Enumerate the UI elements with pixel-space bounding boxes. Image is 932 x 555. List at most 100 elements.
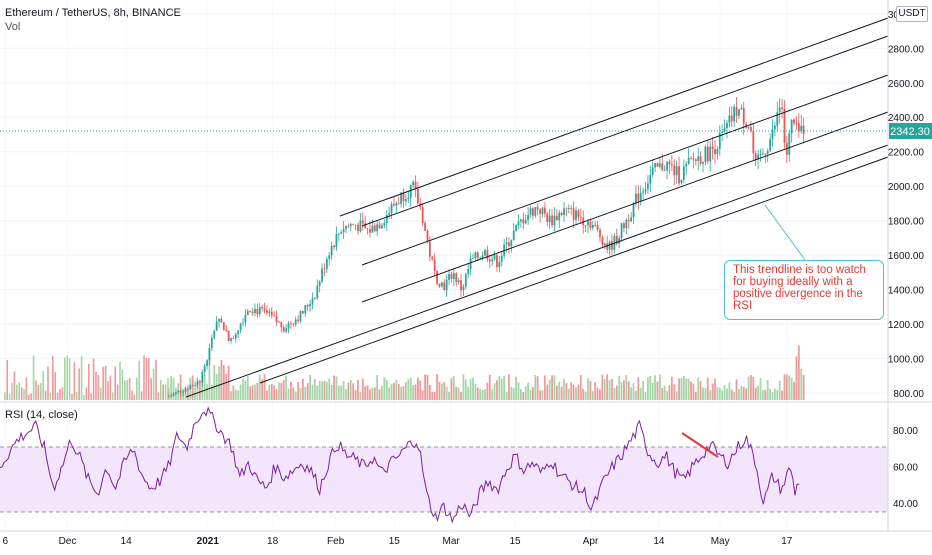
trendline-lower-1[interactable] <box>185 144 889 398</box>
time-scale[interactable]: 6 Dec 14 2021 18 Feb 15 Mar 15 Apr 14 May 17 <box>3 536 793 547</box>
volume-bar <box>532 387 534 400</box>
candle-body <box>620 223 623 239</box>
volume-bar <box>97 375 100 400</box>
volume-bar <box>611 378 613 400</box>
candle-body <box>524 220 527 224</box>
candle-body <box>788 133 791 155</box>
candle-body <box>802 125 805 135</box>
candle-body <box>599 229 601 238</box>
candle-body <box>577 210 580 217</box>
rsi-indicator-label[interactable]: RSI (14, close) <box>5 409 78 421</box>
symbol-title[interactable]: Ethereum / TetherUS, 8h, BINANCE <box>5 7 181 19</box>
volume-bar <box>687 378 690 400</box>
candle-body <box>555 215 558 221</box>
volume-bar <box>131 390 133 400</box>
volume-bar <box>572 384 575 400</box>
candle-body <box>275 316 278 322</box>
volume-bar <box>112 392 114 400</box>
candle-body <box>697 156 700 162</box>
volume-bar <box>278 382 280 400</box>
candle-body <box>769 139 771 151</box>
trendline-upper-1[interactable] <box>339 17 889 217</box>
volume-bar <box>740 385 743 400</box>
rsi-divergence-line[interactable] <box>681 432 719 458</box>
volume-bar <box>745 388 748 400</box>
candle-body <box>213 330 216 338</box>
candle-body <box>776 112 779 126</box>
volume-bar <box>773 388 776 400</box>
candle-body <box>783 109 786 143</box>
volume-label[interactable]: Vol <box>5 21 21 33</box>
candle-body <box>438 283 441 287</box>
candle-body <box>318 281 321 286</box>
volume-bar <box>460 391 462 400</box>
volume-bar <box>694 391 697 400</box>
volume-bar <box>515 376 518 400</box>
trendline-lower-2[interactable] <box>259 156 889 384</box>
price-scale[interactable]: 3000.002800.002600.002400.002200.002000.… <box>888 10 925 400</box>
volume-bar <box>445 386 448 400</box>
candle-body <box>565 208 568 210</box>
volume-bar <box>85 387 88 400</box>
time-tick-label: 15 <box>509 536 521 547</box>
candle-body <box>584 225 587 226</box>
candle-body <box>345 225 347 230</box>
volume-bar <box>448 391 450 400</box>
trendline-middle-2[interactable] <box>361 111 889 303</box>
volume-bar <box>735 379 738 400</box>
candle-body <box>699 156 702 164</box>
candle-body <box>467 268 470 275</box>
candle-body <box>505 242 508 245</box>
candle-body <box>479 257 482 259</box>
volume-bar <box>603 378 606 400</box>
annotation-callout[interactable]: This trendline is too watch for buying i… <box>724 260 884 320</box>
volume-bar <box>488 374 491 400</box>
candle-body <box>433 259 436 272</box>
volume-bar <box>330 385 333 400</box>
volume-bar <box>397 383 400 400</box>
volume-bar <box>44 390 47 400</box>
candle-body <box>177 390 180 392</box>
volume-bar <box>570 382 573 400</box>
volume-bar <box>220 359 223 400</box>
candle-body <box>649 174 652 184</box>
candle-body <box>222 322 225 330</box>
currency-button[interactable]: USDT <box>896 6 928 22</box>
candle-body <box>254 308 256 314</box>
volume-bar <box>73 362 76 400</box>
volume-bar <box>206 384 208 400</box>
volume-bar <box>400 386 403 400</box>
candle-body <box>735 106 738 116</box>
candle-body <box>333 245 335 248</box>
candle-body <box>268 311 271 313</box>
volume-bar <box>491 389 494 400</box>
candle-body <box>290 323 292 325</box>
volume-bar <box>244 380 247 400</box>
candle-body <box>390 204 393 214</box>
time-tick-label: 15 <box>389 536 401 547</box>
candle-body <box>407 197 410 200</box>
time-tick-label: 18 <box>267 536 279 547</box>
candle-body <box>632 202 635 218</box>
volume-bar <box>778 380 781 400</box>
volume-bar <box>594 382 597 400</box>
candle-body <box>196 381 199 386</box>
candle-body <box>611 241 613 250</box>
volume-bar <box>647 377 649 400</box>
volume-bar <box>608 379 611 400</box>
candle-body <box>400 192 403 204</box>
candle-body <box>440 282 443 287</box>
volume-bar <box>213 364 216 400</box>
volume-bar <box>706 377 709 400</box>
candle-body <box>361 220 364 224</box>
rsi-series <box>0 406 800 524</box>
trendline-middle-1[interactable] <box>361 74 889 266</box>
rsi-scale[interactable]: 80.00 60.00 40.00 <box>893 426 918 510</box>
time-tick-label: Feb <box>327 536 345 547</box>
volume-bar <box>222 365 225 400</box>
candle-body <box>541 207 544 214</box>
candle-body <box>644 189 647 192</box>
candle-body <box>589 221 592 228</box>
volume-bar <box>587 378 589 400</box>
